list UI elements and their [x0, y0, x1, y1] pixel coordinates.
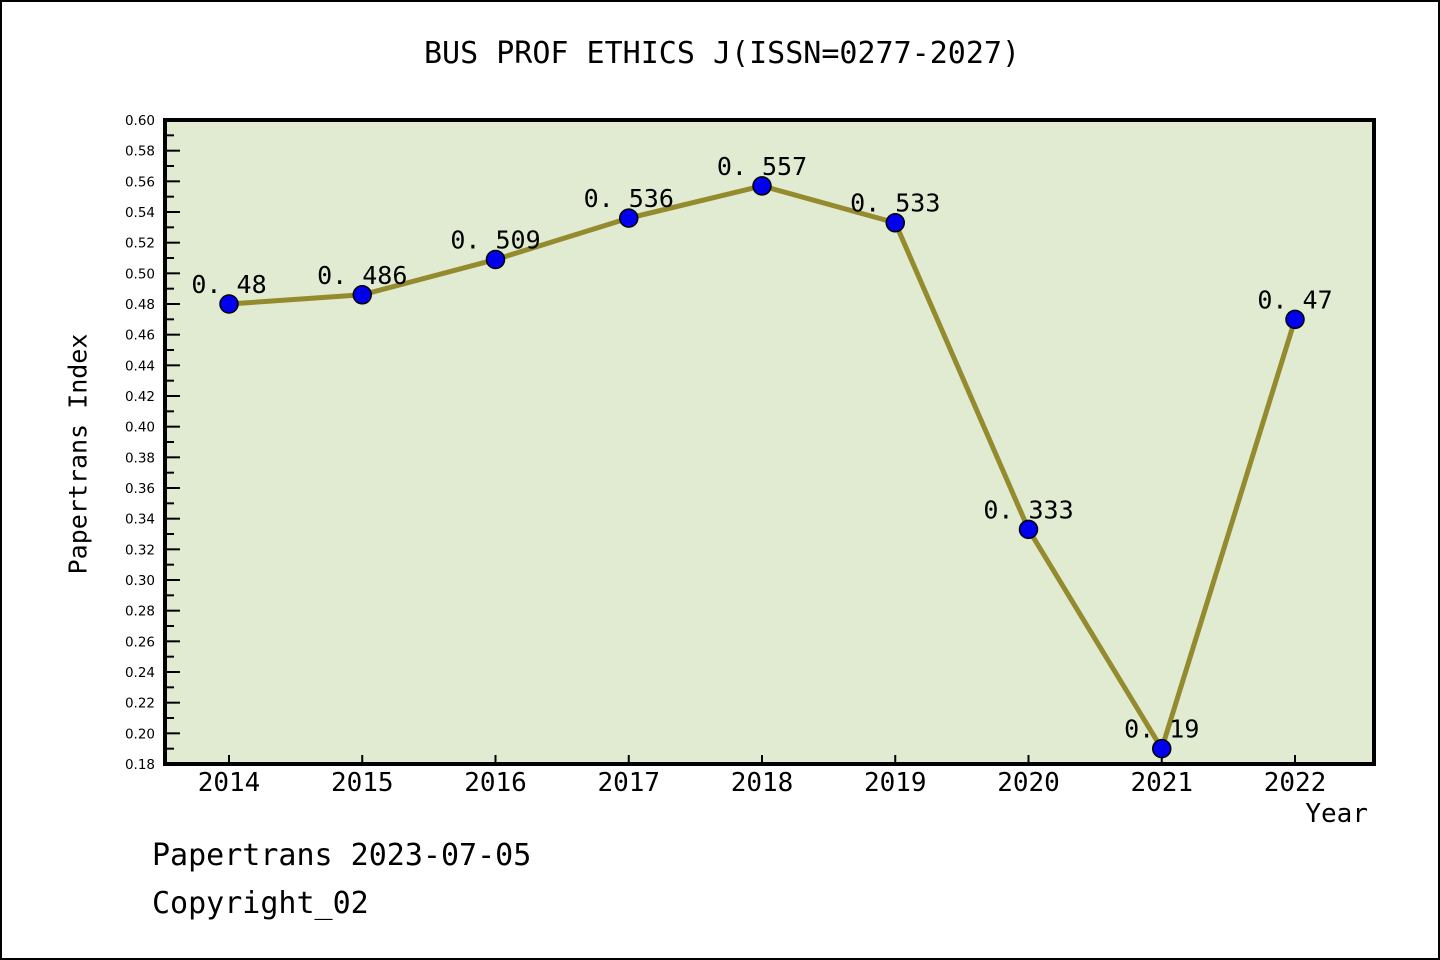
svg-text:0.42: 0.42 — [125, 389, 155, 405]
footer-copyright: Copyright_02 — [152, 886, 369, 921]
svg-text:0.20: 0.20 — [125, 726, 155, 742]
svg-text:0.36: 0.36 — [125, 481, 155, 497]
svg-text:0.22: 0.22 — [125, 696, 155, 712]
svg-text:0. 19: 0. 19 — [1124, 715, 1199, 744]
svg-text:0. 533: 0. 533 — [850, 189, 940, 218]
footer-source-date: Papertrans 2023-07-05 — [152, 838, 532, 873]
svg-text:0. 48: 0. 48 — [191, 270, 266, 299]
svg-text:0.46: 0.46 — [125, 328, 155, 344]
svg-text:0.40: 0.40 — [125, 420, 155, 436]
svg-text:0.32: 0.32 — [125, 542, 155, 558]
svg-text:0.50: 0.50 — [125, 266, 155, 282]
svg-text:0. 536: 0. 536 — [584, 184, 674, 213]
svg-text:0.28: 0.28 — [125, 604, 155, 620]
svg-text:2022: 2022 — [1264, 768, 1327, 798]
x-axis-label: Year — [1305, 799, 1368, 829]
svg-text:0.18: 0.18 — [125, 757, 155, 773]
svg-text:2015: 2015 — [331, 768, 394, 798]
svg-text:0.48: 0.48 — [125, 297, 155, 313]
svg-text:2014: 2014 — [198, 768, 261, 798]
svg-text:0.24: 0.24 — [125, 665, 155, 681]
svg-text:2020: 2020 — [997, 768, 1060, 798]
svg-text:0.44: 0.44 — [125, 358, 155, 374]
svg-text:0.56: 0.56 — [125, 174, 155, 190]
svg-text:0.26: 0.26 — [125, 634, 155, 650]
svg-text:2021: 2021 — [1130, 768, 1193, 798]
svg-text:2019: 2019 — [864, 768, 927, 798]
svg-text:0.52: 0.52 — [125, 236, 155, 252]
svg-text:0. 333: 0. 333 — [983, 495, 1073, 524]
svg-text:2018: 2018 — [731, 768, 794, 798]
chart-title: BUS PROF ETHICS J(ISSN=0277-2027) — [423, 36, 1021, 71]
svg-text:0. 557: 0. 557 — [717, 152, 807, 181]
svg-text:0.30: 0.30 — [125, 573, 155, 589]
svg-text:0.38: 0.38 — [125, 450, 155, 466]
svg-text:0.58: 0.58 — [125, 144, 155, 160]
svg-text:0.60: 0.60 — [125, 113, 155, 129]
svg-text:2016: 2016 — [464, 768, 527, 798]
svg-text:0.34: 0.34 — [125, 512, 155, 528]
svg-text:0.54: 0.54 — [125, 205, 155, 221]
svg-text:0. 486: 0. 486 — [317, 261, 407, 290]
svg-text:0. 509: 0. 509 — [450, 226, 540, 255]
svg-text:0. 47: 0. 47 — [1257, 285, 1332, 314]
svg-text:2017: 2017 — [597, 768, 660, 798]
